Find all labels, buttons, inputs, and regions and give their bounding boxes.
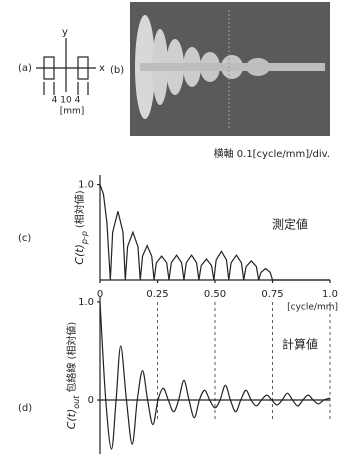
annotation: 測定値 [272, 217, 308, 232]
y-label-unit: (相対値) [73, 190, 86, 228]
panel-label: (d) [18, 403, 32, 414]
y-label-sub: p-p [80, 231, 89, 245]
panel-label: (b) [110, 65, 124, 76]
x-tick-label: 1.0 [322, 289, 338, 300]
figure: (a) y x 4 10 4 [mm] (b) 横軸 0.1[cycle/mm]… [0, 0, 351, 456]
y-tick-label: 0 [88, 395, 94, 406]
y-label: C(t)p-p (相対値) [73, 190, 89, 265]
aperture-diagram [36, 38, 96, 95]
axis-label: y [62, 27, 68, 38]
y-label-unit: 包絡線 (相対値) [65, 322, 78, 393]
panel-label: (c) [18, 233, 31, 244]
panel-label: (a) [18, 63, 32, 74]
caption: 横軸 0.1[cycle/mm]/div. [214, 147, 330, 160]
dimension-unit: [mm] [60, 107, 85, 117]
dimension-label: 4 10 4 [52, 96, 81, 106]
data-line [100, 185, 330, 280]
y-tick-label: 1.0 [78, 180, 94, 191]
y-label-main: C(t) [73, 244, 86, 265]
y-tick-label: 1.0 [78, 297, 94, 308]
spectrum-photo [130, 2, 330, 136]
y-label-main: C(t) [65, 409, 78, 430]
annotation: 計算値 [282, 337, 318, 352]
y-label: C(t)out 包絡線 (相対値) [65, 322, 81, 430]
x-tick-label: 0.75 [261, 289, 283, 300]
x-tick-label: 0.50 [204, 289, 226, 300]
y-label-sub: out [72, 395, 81, 409]
x-unit: [cycle/mm] [287, 303, 338, 313]
axis-label: x [99, 63, 105, 74]
x-tick-label: 0.25 [146, 289, 168, 300]
